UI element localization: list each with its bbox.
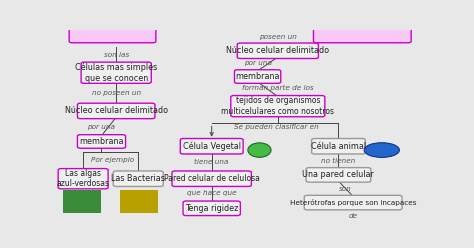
Text: Núcleo celular delimitado: Núcleo celular delimitado [64,106,168,115]
FancyBboxPatch shape [63,190,101,213]
FancyBboxPatch shape [81,62,151,83]
Text: Pared celular de celulosa: Pared celular de celulosa [164,174,260,183]
Text: Célula animal: Célula animal [311,142,366,151]
FancyBboxPatch shape [231,95,325,117]
FancyBboxPatch shape [77,103,155,119]
Text: de: de [348,213,358,219]
FancyBboxPatch shape [180,139,243,154]
FancyBboxPatch shape [113,171,163,186]
Text: Se pueden clasificar en: Se pueden clasificar en [234,124,319,130]
FancyBboxPatch shape [313,28,411,43]
FancyBboxPatch shape [304,195,402,210]
FancyBboxPatch shape [235,70,281,83]
Ellipse shape [364,143,400,157]
Text: Por ejemplo: Por ejemplo [91,157,134,163]
Text: Célula Vegetal: Célula Vegetal [182,142,241,151]
Text: poseen un: poseen un [259,34,297,40]
Text: Las algas
azul-verdosas: Las algas azul-verdosas [56,169,109,188]
FancyBboxPatch shape [237,43,319,59]
Text: Heterótrofas porque son incapaces: Heterótrofas porque son incapaces [290,199,416,206]
Text: forman parte de los: forman parte de los [242,85,314,91]
Text: Tenga rigidez: Tenga rigidez [185,204,238,213]
Text: son las: son las [103,52,129,58]
FancyBboxPatch shape [311,139,365,154]
Text: tiene una: tiene una [194,158,229,164]
Text: Células mas simples
que se conocen: Células mas simples que se conocen [75,63,157,83]
Text: tejidos de organismos
multicelulares como nosotros: tejidos de organismos multicelulares com… [221,96,334,116]
Text: son: son [339,186,352,192]
FancyBboxPatch shape [183,201,240,216]
Text: membrana: membrana [79,137,124,146]
FancyBboxPatch shape [120,190,158,213]
Text: por una: por una [88,124,116,130]
Ellipse shape [248,143,271,157]
FancyBboxPatch shape [306,168,371,182]
FancyBboxPatch shape [69,28,156,43]
FancyBboxPatch shape [77,135,126,148]
FancyBboxPatch shape [172,171,251,186]
Text: Núcleo celular delimitado: Núcleo celular delimitado [226,46,329,55]
Text: por una: por una [244,60,272,66]
Text: Las Bacterias: Las Bacterias [111,174,165,183]
FancyBboxPatch shape [58,169,108,189]
Text: membrana: membrana [236,72,280,81]
Text: no poseen un: no poseen un [91,90,141,96]
Text: no tienen: no tienen [321,157,356,164]
Text: que hace que: que hace que [187,190,237,196]
Text: Una pared celular: Una pared celular [302,170,374,179]
